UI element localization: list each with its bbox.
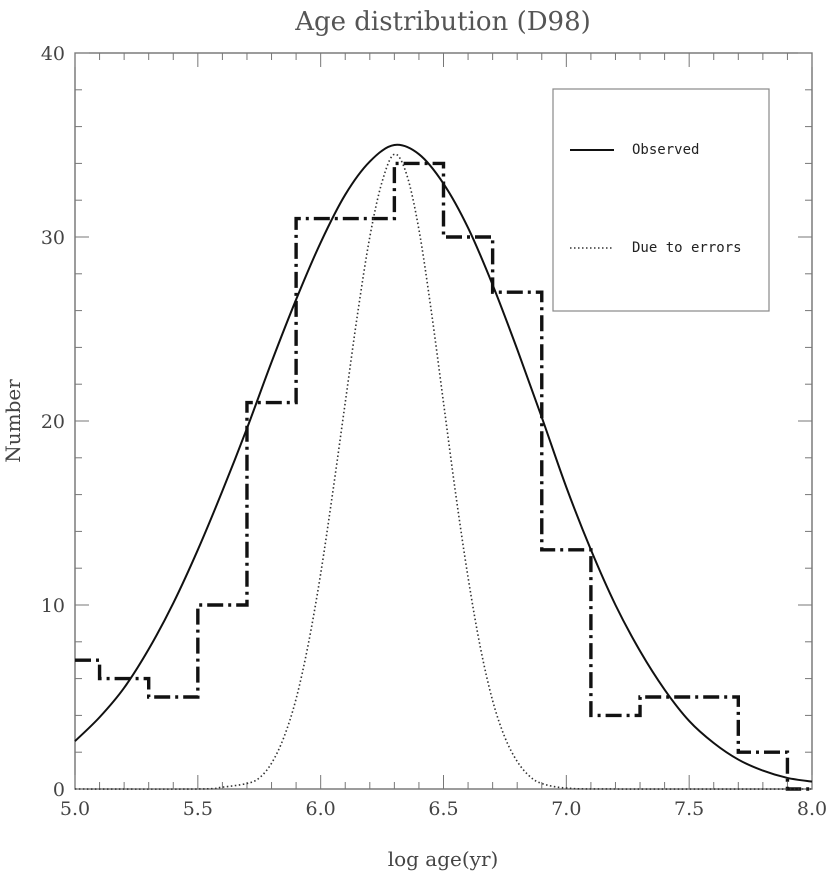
y-tick-label: 0 [53,779,65,801]
legend-box [552,88,770,312]
x-tick-label: 5.0 [60,798,90,820]
x-tick-label: 7.0 [551,798,581,820]
axes: 5.0 5.5 6.0 6.5 7.0 7.5 8.0 0 10 20 30 40 [41,43,827,820]
y-tick-label: 40 [41,43,65,65]
legend: Observed Due to errors [552,88,770,312]
x-tick-label: 6.0 [306,798,336,820]
series-lines [74,143,813,790]
histogram-steps [75,161,812,791]
series-line-errors [74,153,813,790]
x-tick-label: 7.5 [674,798,704,820]
chart-title: Age distribution (D98) [294,7,591,37]
y-tick-label: 30 [41,227,65,249]
x-tick-label: 8.0 [797,798,827,820]
y-axis-label: Number [1,379,25,463]
series-line-observed [74,143,813,783]
legend-label-errors: Due to errors [632,240,742,256]
x-tick-label: 6.5 [428,798,458,820]
histogram [75,161,812,791]
y-tick-label: 20 [41,411,65,433]
y-tick-label: 10 [41,595,65,617]
x-tick-label: 5.5 [183,798,213,820]
x-axis-label: log age(yr) [388,847,499,871]
legend-label-observed: Observed [632,142,699,158]
